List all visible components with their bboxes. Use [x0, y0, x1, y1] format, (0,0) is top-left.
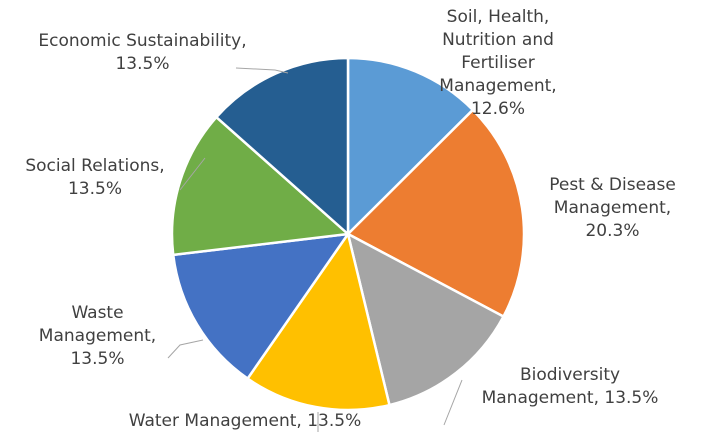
leader-lines: [167, 67, 463, 432]
value-label: 13.5%: [604, 388, 659, 408]
value-label: 13.5%: [307, 411, 362, 431]
slice: [346, 231, 506, 407]
slice: [245, 231, 391, 412]
category: Soil, Health, Nutrition and Fertiliser M…: [439, 7, 556, 96]
value-label: 13.5%: [70, 349, 125, 369]
slice-label: Waste Management 13.5%: [30, 302, 165, 371]
leader-line: [179, 157, 206, 191]
slice: [346, 56, 475, 238]
leader-line: [167, 339, 204, 359]
slice-label: Water Management13.5%: [95, 410, 395, 433]
slices: [170, 56, 526, 412]
slice: [214, 56, 350, 237]
slice: [170, 115, 351, 257]
value-label: 20.3%: [585, 221, 640, 241]
value-label: 13.5%: [67, 179, 122, 199]
slice-label: Pest & Disease Management 20.3%: [545, 174, 680, 243]
slice: [345, 108, 526, 319]
leader-line: [235, 67, 289, 74]
value-label: 13.5%: [115, 54, 170, 74]
leader-line: [443, 379, 463, 426]
category: Biodiversity Management: [482, 365, 620, 408]
slice-label: Social Relations 13.5%: [5, 155, 185, 201]
category: Pest & Disease Management: [549, 175, 676, 218]
category: Water Management: [129, 411, 307, 431]
category: Economic Sustainability: [38, 31, 246, 51]
slice-label: Biodiversity Management13.5%: [470, 364, 670, 410]
slice: [171, 232, 351, 381]
category: Social Relations: [25, 156, 164, 176]
category: Waste Management: [39, 303, 156, 346]
slice-label: Economic Sustainability 13.5%: [10, 30, 275, 76]
value-label: 12.6%: [470, 99, 525, 119]
slice-label: Soil, Health, Nutrition and Fertiliser M…: [432, 6, 564, 121]
